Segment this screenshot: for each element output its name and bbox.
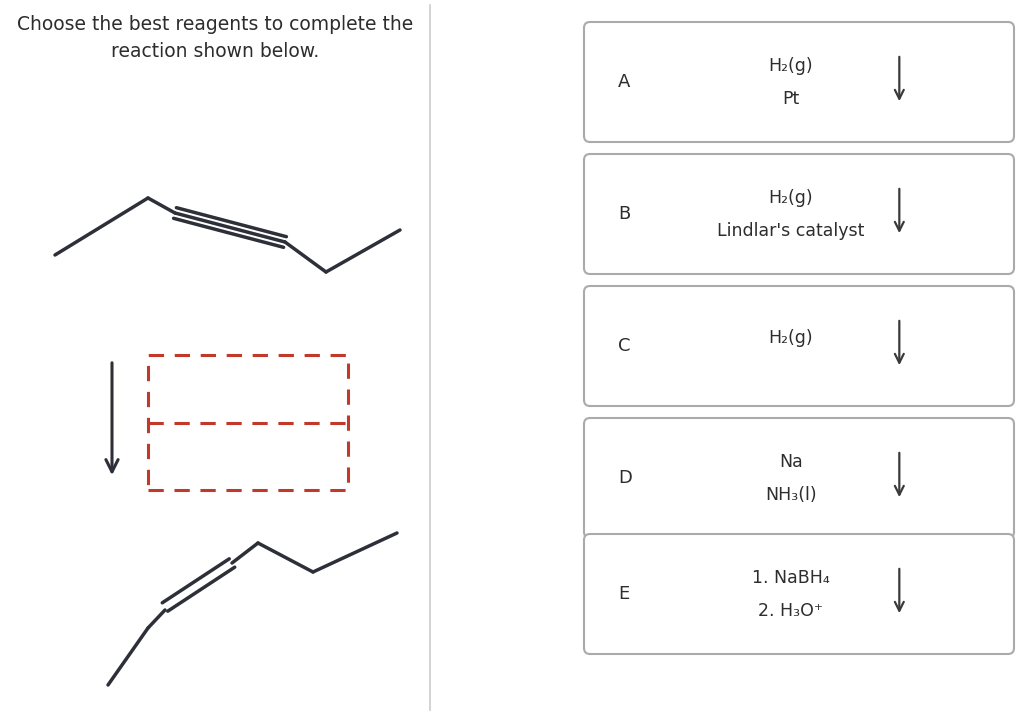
Text: Pt: Pt: [782, 90, 800, 108]
Text: C: C: [618, 337, 631, 355]
Text: Na: Na: [779, 453, 803, 471]
Text: reaction shown below.: reaction shown below.: [111, 42, 319, 61]
FancyBboxPatch shape: [584, 418, 1014, 538]
Text: NH₃(l): NH₃(l): [765, 486, 816, 504]
Text: Lindlar's catalyst: Lindlar's catalyst: [717, 222, 864, 240]
Text: H₂(g): H₂(g): [768, 329, 813, 347]
FancyBboxPatch shape: [584, 22, 1014, 142]
Text: 2. H₃O⁺: 2. H₃O⁺: [758, 602, 823, 620]
Text: H₂(g): H₂(g): [768, 57, 813, 75]
Text: B: B: [618, 205, 630, 223]
FancyBboxPatch shape: [584, 154, 1014, 274]
FancyBboxPatch shape: [584, 286, 1014, 406]
FancyBboxPatch shape: [584, 534, 1014, 654]
Text: D: D: [618, 469, 632, 487]
Text: E: E: [618, 585, 630, 603]
Text: H₂(g): H₂(g): [768, 189, 813, 207]
Text: Choose the best reagents to complete the: Choose the best reagents to complete the: [16, 15, 413, 34]
Text: A: A: [618, 73, 631, 91]
Text: 1. NaBH₄: 1. NaBH₄: [752, 569, 829, 587]
Bar: [148, 355, 348, 490]
